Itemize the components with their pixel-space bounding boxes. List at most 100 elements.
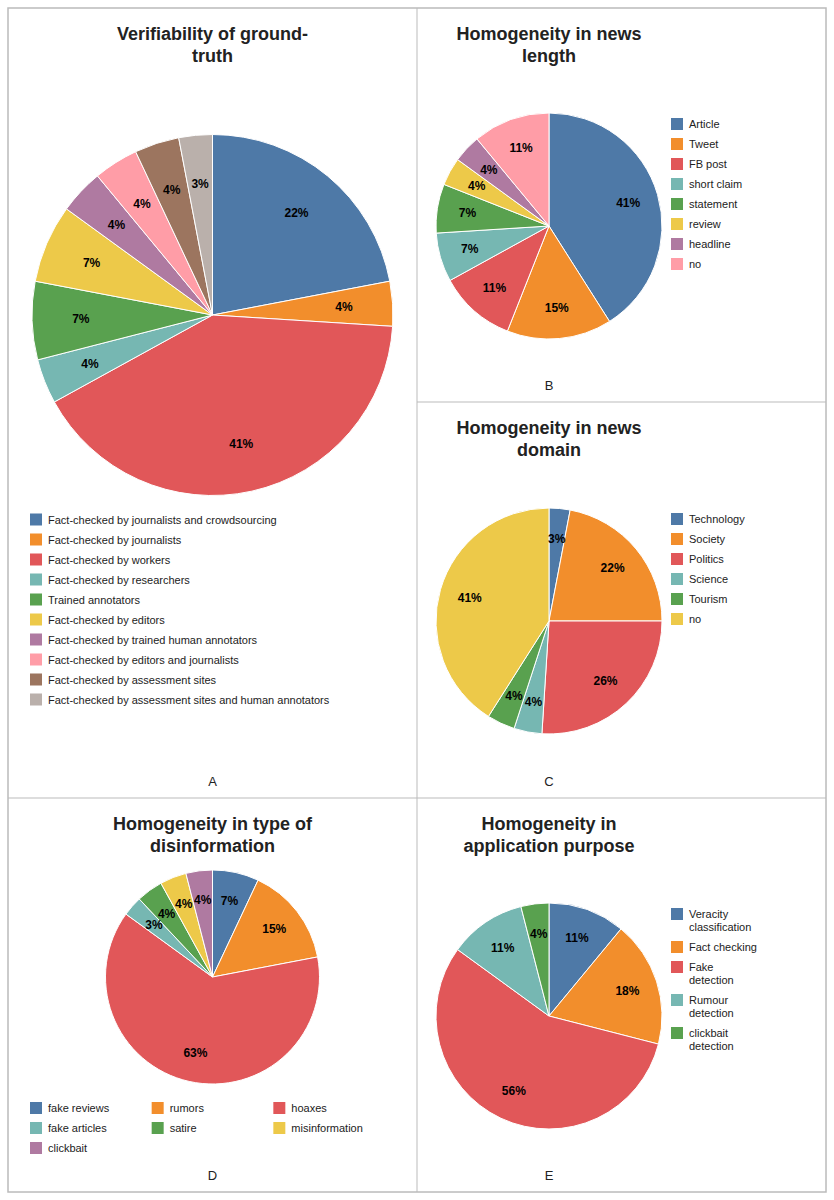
legend-swatch [671,593,683,605]
data-label: 63% [183,1046,207,1060]
data-label: 56% [502,1084,526,1098]
data-label: 22% [601,561,625,575]
title-line: Homogeneity in [481,814,616,834]
frame [8,8,826,1192]
legend-item: clickbait [30,1142,87,1154]
legend-swatch [30,554,42,566]
legend: fake reviewsrumorshoaxesfake articlessat… [30,1102,363,1154]
legend-swatch [671,513,683,525]
legend-swatch [30,694,42,706]
legend-label-line: Fake [689,961,713,973]
legend-label-line: Veracity [689,908,729,920]
legend-item: Fact-checked by workers [30,554,171,566]
legend-label: Trained annotators [48,594,140,606]
legend-label-line: Rumour [689,994,728,1006]
legend-item: Technology [671,513,745,525]
legend-label-line: headline [689,238,731,250]
data-label: 11% [565,931,589,945]
legend-label-line: hoaxes [291,1102,327,1114]
data-label: 15% [262,922,286,936]
legend-label: headline [689,238,731,250]
pie-slice [521,903,549,1016]
figure: Verifiability of ground-truth22%4%41%4%7… [0,0,834,1200]
legend-label-line: Fact-checked by trained human annotators [48,634,258,646]
legend-item: satire [152,1122,197,1134]
pie-slice [477,113,549,226]
legend-swatch [671,994,683,1006]
legend-swatch [671,198,683,210]
legend-label-line: rumors [170,1102,205,1114]
data-label: 4% [335,300,353,314]
title-line: Homogeneity in news [456,418,641,438]
data-label: 4% [163,183,181,197]
data-label: 15% [545,301,569,315]
legend-item: Fakedetection [671,961,734,986]
legend-label: rumors [170,1102,205,1114]
legend-item: Fact-checked by researchers [30,574,190,586]
pie-slice [542,621,662,734]
legend-label: Tourism [689,593,728,605]
data-label: 4% [194,893,212,907]
legend-item: Science [671,573,728,585]
legend-item: Fact-checked by editors [30,614,165,626]
data-label: 41% [458,591,482,605]
pie-panel: Homogeneity in newsdomain3%22%26%4%4%41%… [436,418,745,789]
legend-label-line: detection [689,1040,734,1052]
legend-label: review [689,218,721,230]
pie-slice [549,510,662,621]
chart-title: Homogeneity in type ofdisinformation [113,814,313,856]
data-label: 4% [175,897,193,911]
legend-label-line: review [689,218,721,230]
legend-label-line: fake articles [48,1122,107,1134]
panel-label: E [545,1168,554,1183]
data-label: 22% [284,206,308,220]
legend-label-line: Fact-checked by journalists and crowdsou… [48,514,277,526]
legend-label: Technology [689,513,745,525]
legend-swatch [30,674,42,686]
legend-swatch [671,941,683,953]
panel-label: B [545,378,554,393]
legend-item: review [671,218,721,230]
legend: Fact-checked by journalists and crowdsou… [30,514,330,706]
legend-label: Article [689,118,720,130]
data-label: 26% [593,674,617,688]
legend-label-line: no [689,258,701,270]
legend-item: headline [671,238,731,250]
pie-slice [436,226,549,280]
legend-label-line: clickbait [689,1027,728,1039]
legend-label-line: classification [689,921,751,933]
legend-label-line: Article [689,118,720,130]
legend-item: rumors [152,1102,205,1114]
pie: 41%15%11%7%7%4%4%11% [436,113,662,339]
data-label: 4% [108,218,126,232]
divider [417,8,418,1192]
divider [8,798,417,799]
legend-label: Fact-checked by assessment sites [48,674,217,686]
legend-label: FB post [689,158,727,170]
legend-swatch [671,178,683,190]
pie-slice [179,135,213,316]
title-line: truth [192,46,233,66]
legend-label: Fact-checked by editors [48,614,165,626]
legend-label: no [689,258,701,270]
legend-label-line: Society [689,533,726,545]
legend-label-line: Fact-checked by assessment sites [48,674,217,686]
divider [417,798,826,799]
legend-label: Veracityclassification [689,908,751,933]
legend-item: Fact-checked by trained human annotators [30,634,258,646]
legend-item: short claim [671,178,742,190]
legend-label: hoaxes [291,1102,327,1114]
legend-label-line: Fact-checked by journalists [48,534,182,546]
pie-panel: Verifiability of ground-truth22%4%41%4%7… [30,24,393,789]
legend-label-line: Tweet [689,138,718,150]
legend-label-line: Fact checking [689,941,757,953]
legend-label-line: short claim [689,178,742,190]
legend-item: Trained annotators [30,594,140,606]
legend-swatch [30,514,42,526]
legend-label-line: Tourism [689,593,728,605]
legend-item: Fact-checked by editors and journalists [30,654,239,666]
title-line: length [522,46,576,66]
data-label: 41% [229,437,253,451]
legend-label: fake articles [48,1122,107,1134]
legend-label-line: clickbait [48,1142,87,1154]
